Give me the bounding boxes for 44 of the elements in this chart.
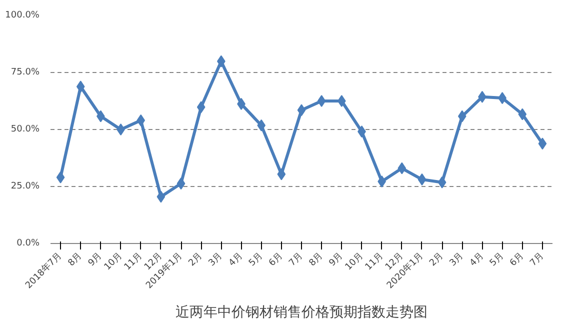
x-tick-label: 2月 bbox=[187, 250, 205, 268]
x-tick-label: 5月 bbox=[488, 250, 506, 268]
point bbox=[156, 190, 166, 203]
y-tick-label: 75.0% bbox=[10, 68, 40, 78]
point bbox=[76, 80, 85, 93]
x-tick-label: 5月 bbox=[247, 250, 265, 268]
x-tick-label: 10月 bbox=[344, 250, 366, 272]
x-tick-label: 8月 bbox=[66, 250, 84, 268]
x-tick-label: 10月 bbox=[102, 250, 124, 272]
point bbox=[277, 168, 286, 180]
x-tick-label: 4月 bbox=[468, 250, 486, 268]
x-tick-label: 8月 bbox=[308, 250, 326, 268]
point bbox=[56, 171, 65, 184]
point bbox=[136, 114, 146, 126]
y-tick-label: 50.0% bbox=[10, 124, 40, 134]
point bbox=[418, 173, 426, 186]
point bbox=[297, 104, 306, 116]
point bbox=[538, 138, 547, 150]
text: 近两年中价钢材销售价格预期指数走势图 bbox=[176, 304, 428, 320]
x-tick-label: 4月 bbox=[227, 250, 245, 268]
x-tick-label: 11月 bbox=[122, 250, 144, 272]
y-tick-label: 100.0% bbox=[5, 10, 40, 20]
point bbox=[257, 119, 266, 132]
x-tick-label: 9月 bbox=[86, 250, 104, 268]
x-tick-label: 6月 bbox=[267, 250, 285, 268]
y-tick-label: 25.0% bbox=[10, 182, 40, 192]
x-tick-label: 9月 bbox=[328, 250, 346, 268]
point bbox=[458, 110, 466, 122]
x-tick-label: 3月 bbox=[207, 250, 225, 268]
point bbox=[398, 162, 406, 174]
point bbox=[518, 108, 527, 120]
x-tick-label: 3月 bbox=[448, 250, 466, 268]
x-tick-label: 2月 bbox=[428, 250, 446, 268]
x-tick-label: 7月 bbox=[288, 250, 306, 268]
point bbox=[337, 95, 346, 107]
point bbox=[176, 178, 186, 190]
point bbox=[317, 95, 326, 107]
y-tick-label: 0.0% bbox=[16, 238, 40, 248]
point bbox=[438, 176, 446, 188]
x-tick-label: 7月 bbox=[528, 250, 546, 268]
x-tick-label: 11月 bbox=[364, 250, 386, 272]
x-tick-label: 6月 bbox=[508, 250, 526, 268]
point bbox=[196, 101, 206, 114]
point bbox=[116, 124, 125, 136]
